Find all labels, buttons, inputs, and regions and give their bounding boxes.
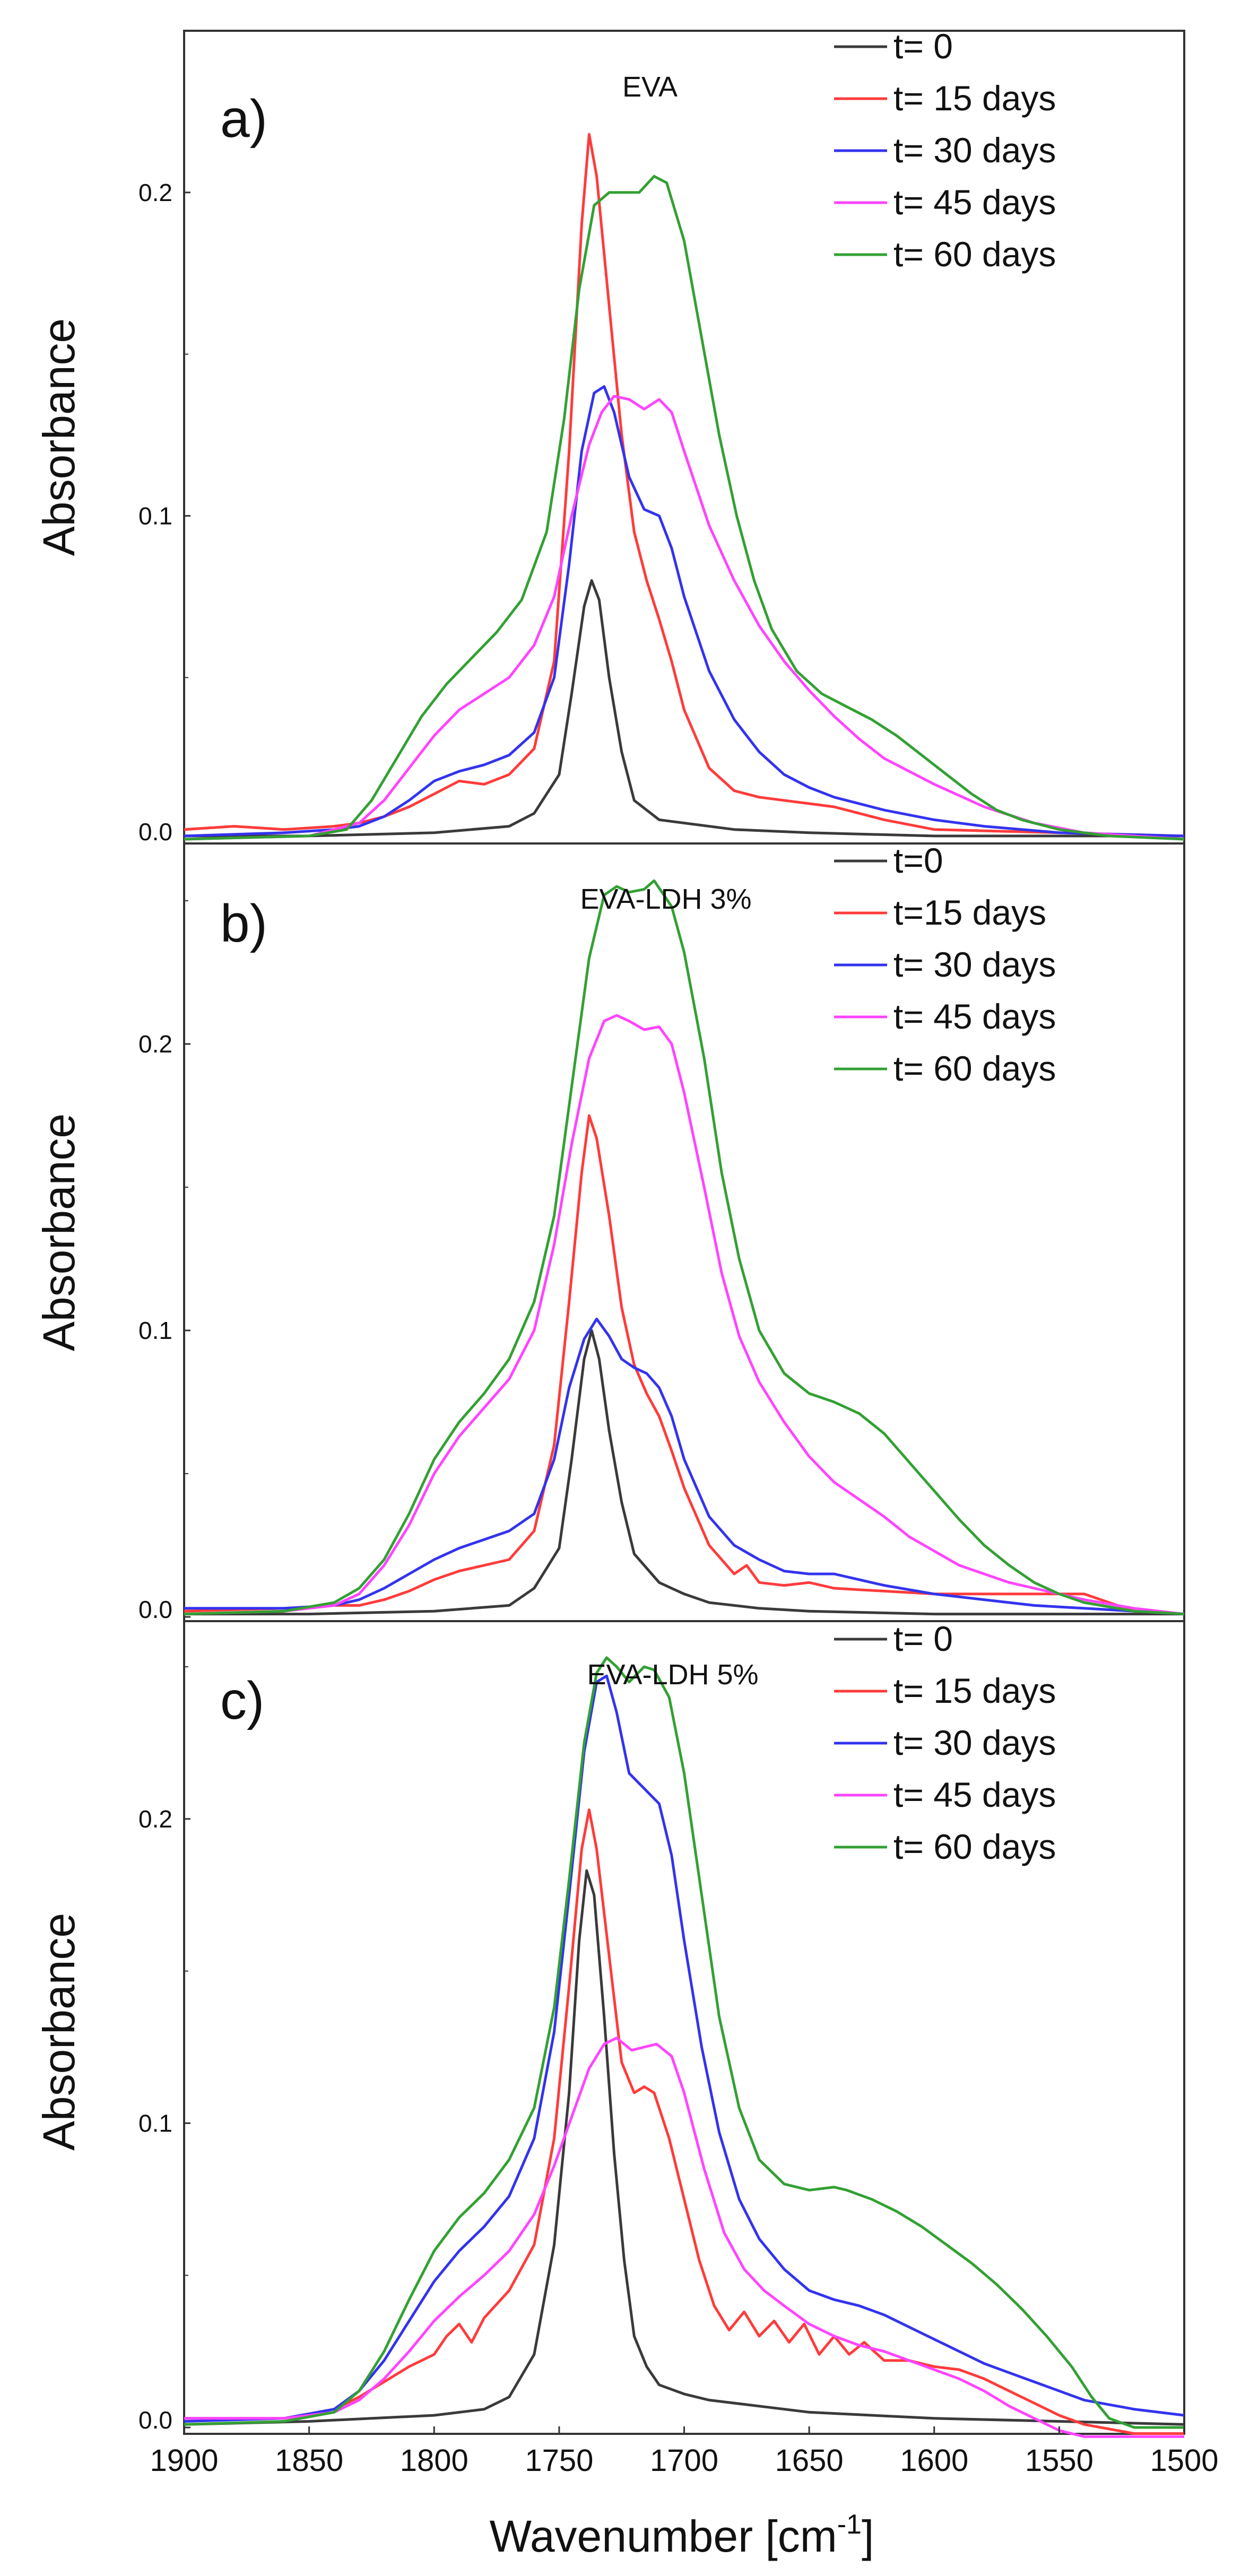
panel-b-letter: b)	[220, 894, 267, 953]
panel-b-series-t-15-days	[184, 1114, 1185, 1616]
panel-a-legend-label-0: t= 0	[893, 27, 953, 66]
panel-a-series-t-0	[184, 579, 1184, 838]
panel-a-y-ticks: 0.0 0.1 0.2	[138, 179, 190, 846]
panel-c-curves	[184, 1656, 1185, 2438]
panel-c-series-t-0	[184, 1869, 1185, 2426]
panel-b-ylabel: Absorbance	[34, 1113, 84, 1351]
panel-b-series-t-30-days	[184, 1317, 1185, 1616]
panel-b-legend-label-0: t=0	[893, 841, 943, 880]
panel-b-y-tick-label-1: 0.1	[138, 1317, 172, 1344]
x-axis-title-close: ]	[862, 2511, 874, 2561]
x-tick-label-1: 1850	[275, 2443, 343, 2478]
panel-c-ylabel: Absorbance	[34, 1913, 84, 2151]
panel-b-legend-label-3: t= 45 days	[893, 997, 1056, 1036]
panel-b-legend-label-1: t=15 days	[893, 893, 1046, 932]
panel-c-y-ticks: 0.0 0.1 0.2	[138, 1666, 190, 2434]
panel-a-series-t-15-days	[184, 133, 1185, 838]
panel-a-legend: t= 0 t= 15 days t= 30 days t= 45 days t= 60 …	[834, 27, 1056, 274]
panel-a-title: EVA	[622, 71, 678, 103]
x-tick-label-5: 1650	[775, 2443, 844, 2478]
panel-b-y-ticks: 0.0 0.1 0.2	[138, 900, 190, 1623]
panel-a-legend-label-2: t= 30 days	[893, 130, 1056, 170]
panel-c-legend-label-4: t= 60 days	[893, 1827, 1056, 1866]
panel-b-legend-label-4: t= 60 days	[893, 1049, 1056, 1088]
panel-c-title: EVA-LDH 5%	[587, 1659, 758, 1691]
panel-c-y-tick-label-2: 0.2	[138, 1805, 172, 1833]
panel-b-y-tick-label-0: 0.0	[138, 1596, 172, 1623]
panel-b-series-t-60-days	[184, 879, 1185, 1616]
panel-b-title: EVA-LDH 3%	[580, 883, 751, 915]
x-tick-label-2: 1800	[400, 2443, 468, 2478]
x-tick-label-0: 1900	[150, 2443, 218, 2478]
panel-b-curves	[184, 879, 1185, 1616]
panel-c-series-t-45-days	[184, 2037, 1184, 2438]
panel-a-ylabel: Absorbance	[34, 318, 84, 556]
x-tick-label-4: 1700	[650, 2443, 718, 2478]
panel-b-y-tick-label-2: 0.2	[138, 1030, 172, 1058]
panel-a-legend-label-4: t= 60 days	[893, 234, 1056, 274]
panel-c-letter: c)	[220, 1671, 264, 1730]
x-axis: 1900 1850 1800 1750 1700 1650 1600 1550 1500	[150, 2426, 1219, 2478]
panel-c-legend-label-1: t= 15 days	[893, 1671, 1056, 1710]
panel-c-series-t-60-days	[184, 1656, 1184, 2429]
panel-a-legend-label-3: t= 45 days	[893, 182, 1056, 222]
panel-b-series-t-45-days	[184, 1014, 1185, 1616]
panel-a-series-t-60-days	[184, 175, 1185, 841]
panel-a-series-t-30-days	[184, 385, 1185, 838]
panel-a-y-tick-label-2: 0.2	[138, 179, 172, 206]
panel-c-legend: t= 0 t= 15 days t= 30 days t= 45 days t= 60 …	[834, 1619, 1056, 1866]
x-tick-label-6: 1600	[900, 2443, 968, 2478]
panel-b-series-t-0	[184, 1329, 1184, 1616]
panel-b-legend-label-2: t= 30 days	[893, 945, 1056, 984]
x-tick-label-3: 1750	[525, 2443, 593, 2478]
panel-c-series-t-30-days	[184, 1674, 1185, 2423]
panel-a-legend-label-1: t= 15 days	[893, 79, 1056, 118]
panel-c-series-t-15-days	[184, 1808, 1184, 2435]
panel-c-legend-label-0: t= 0	[893, 1619, 953, 1658]
x-tick-label-8: 1500	[1150, 2443, 1218, 2478]
x-axis-title-superscript: -1	[837, 2509, 862, 2540]
panel-c-legend-label-3: t= 45 days	[893, 1775, 1056, 1814]
panel-c-y-tick-label-0: 0.0	[138, 2406, 172, 2434]
x-tick-label-7: 1550	[1025, 2443, 1094, 2478]
x-axis-title: Wavenumber [cm-1]	[490, 2509, 874, 2561]
panel-a-y-tick-label-0: 0.0	[138, 818, 172, 846]
x-axis-title-main: Wavenumber [cm	[490, 2511, 837, 2561]
panel-a-series-t-45-days	[184, 395, 1185, 841]
panel-c-legend-label-2: t= 30 days	[893, 1723, 1056, 1762]
panel-a-letter: a)	[220, 89, 267, 149]
panel-a-curves	[184, 133, 1185, 841]
panel-b-legend: t=0 t=15 days t= 30 days t= 45 days t= 60 da…	[834, 841, 1056, 1088]
panel-a-y-tick-label-1: 0.1	[138, 502, 172, 529]
panel-c: 0.00.10.2 c) EVA-LDH 5% Absorbance t= 0t…	[34, 1619, 1185, 2438]
panel-a: 0.0 0.1 0.2 a) EVA Absorbance t= 0 t= 15 da…	[34, 27, 1185, 846]
panel-c-y-tick-label-1: 0.1	[138, 2109, 172, 2137]
